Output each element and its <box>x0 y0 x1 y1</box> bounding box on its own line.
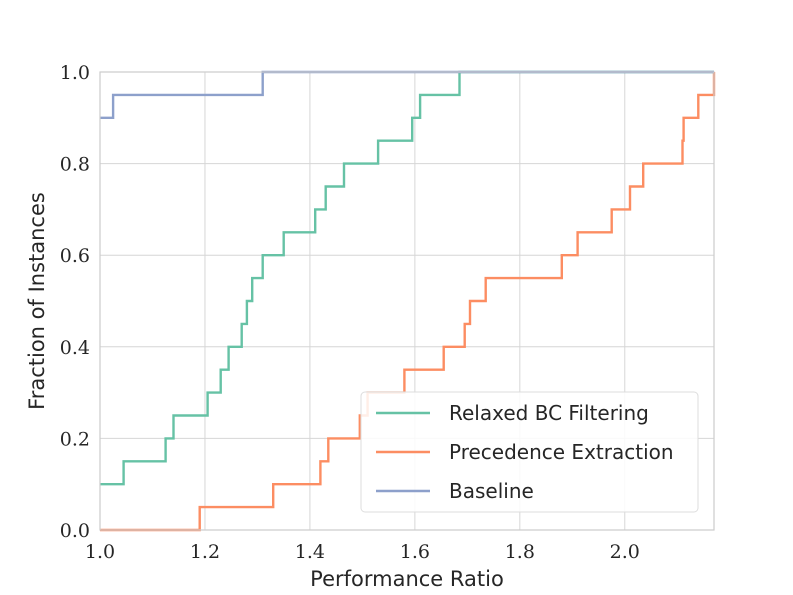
legend-entry-2: Baseline <box>449 479 534 503</box>
plot-frame <box>99 71 715 531</box>
x-tick-labels: 1.0 1.2 1.4 1.6 1.8 2.0 <box>85 541 640 563</box>
y-tick-label: 0.4 <box>60 337 90 359</box>
x-tick-label: 1.2 <box>190 541 220 563</box>
series-line-0 <box>100 70 714 486</box>
y-tick-labels: 0.0 0.2 0.4 0.6 0.8 1.0 <box>60 62 90 542</box>
x-tick-label: 1.8 <box>505 541 535 563</box>
y-tick-label: 0.2 <box>60 428 90 450</box>
series-line-1 <box>100 72 716 532</box>
legend-box <box>360 391 699 513</box>
legend-entry-1: Precedence Extraction <box>449 440 674 464</box>
x-tick-label: 1.0 <box>85 541 115 563</box>
series-line-2 <box>100 70 714 120</box>
y-axis-label: Fraction of Instances <box>25 192 49 410</box>
x-axis-label: Performance Ratio <box>310 567 504 591</box>
y-tick-label: 0.6 <box>60 245 90 267</box>
y-tick-label: 0.0 <box>60 520 90 542</box>
x-tick-label: 2.0 <box>610 541 640 563</box>
y-tick-label: 1.0 <box>60 62 90 84</box>
legend-entry-0: Relaxed BC Filtering <box>449 401 649 425</box>
x-tick-label: 1.6 <box>400 541 430 563</box>
x-tick-label: 1.4 <box>295 541 325 563</box>
legend: Relaxed BC Filtering Precedence Extractio… <box>360 391 699 513</box>
y-tick-label: 0.8 <box>60 154 90 176</box>
